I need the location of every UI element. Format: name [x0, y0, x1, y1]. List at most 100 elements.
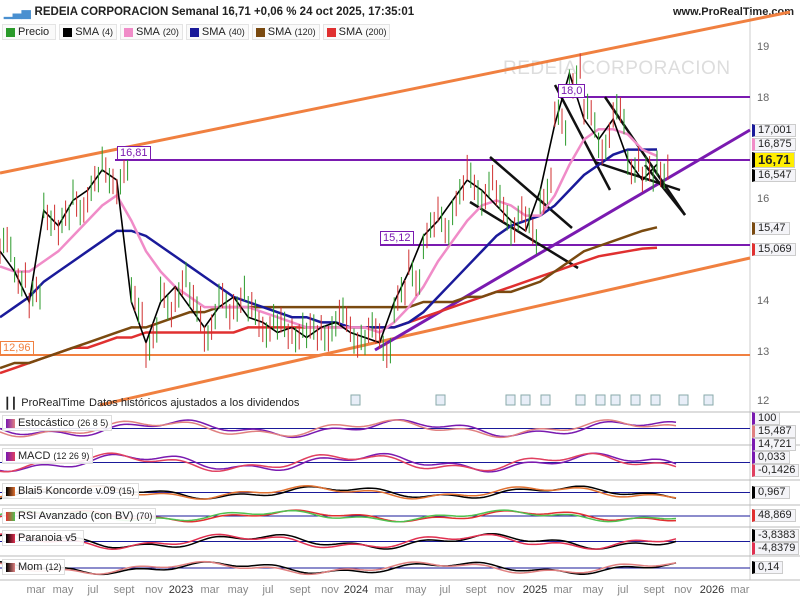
panel-color-icon	[6, 533, 15, 543]
panel-value: 15,487	[752, 425, 796, 438]
drawn-line[interactable]	[644, 164, 686, 216]
panel-label-3[interactable]: RSI Avanzado (con BV) (70)	[2, 508, 157, 524]
legend-param: (120)	[294, 27, 316, 37]
x-tick: 2025	[522, 584, 548, 596]
brand: ProRealTime	[21, 397, 86, 409]
panel-value: 14,721	[752, 438, 796, 451]
watermark: REDEIA CORPORACION	[503, 58, 731, 79]
legend-item[interactable]: Precio	[2, 24, 57, 40]
indicator-line	[0, 419, 677, 439]
x-tick: may	[582, 584, 604, 596]
indicator-line	[0, 452, 677, 473]
legend-item[interactable]: SMA (4)	[59, 24, 118, 40]
drawn-line[interactable]	[594, 160, 681, 192]
panel-param: (26 8 5)	[77, 418, 109, 428]
panel-param: (12)	[45, 562, 62, 572]
x-tick: sept	[643, 584, 665, 596]
panel-color-icon	[6, 486, 15, 496]
panel-value: 48,869	[752, 509, 796, 522]
price-tick: 12	[757, 395, 770, 407]
event-icon[interactable]	[350, 394, 361, 406]
x-tick: nov	[674, 584, 692, 596]
legend-label: SMA	[267, 26, 292, 38]
x-tick: mar	[553, 584, 573, 596]
indicator-line	[0, 419, 677, 439]
panel-color-icon	[6, 562, 15, 572]
x-tick: nov	[321, 584, 339, 596]
event-icon[interactable]	[678, 394, 689, 406]
panel-value: 0,033	[752, 451, 790, 464]
chart-title: ▁▃▅ REDEIA CORPORACION Semanal 16,71 +0,0…	[4, 5, 414, 19]
panel-name: RSI Avanzado (con BV)	[18, 510, 134, 522]
color-swatch	[255, 27, 265, 37]
drawn-line[interactable]	[553, 84, 612, 191]
event-icon[interactable]	[435, 394, 446, 406]
drawn-line[interactable]	[489, 156, 573, 229]
event-icon[interactable]	[505, 394, 516, 406]
panel-value: -4,8379	[752, 542, 800, 555]
x-tick: nov	[145, 584, 163, 596]
x-tick: may	[52, 584, 74, 596]
site-link[interactable]: www.ProRealTime.com	[672, 6, 794, 18]
panel-name: Mom	[18, 561, 43, 573]
x-tick: nov	[497, 584, 515, 596]
price-tick: 13	[757, 345, 770, 358]
legend-label: SMA	[338, 26, 363, 38]
event-icon[interactable]	[520, 394, 531, 406]
panel-color-icon	[6, 418, 15, 428]
panel-param: (70)	[136, 511, 153, 521]
legend-label: SMA	[136, 26, 160, 38]
panel-color-icon	[6, 451, 15, 461]
purple-trend-line[interactable]	[374, 128, 751, 352]
x-tick: 2024	[343, 584, 369, 596]
price-label: 17,001	[752, 124, 796, 137]
event-icon[interactable]	[540, 394, 551, 406]
drawn-line[interactable]	[603, 96, 687, 216]
x-tick: mar	[26, 584, 46, 596]
legend-item[interactable]: SMA (200)	[322, 24, 391, 40]
x-tick: may	[227, 584, 249, 596]
drawn-line[interactable]	[469, 200, 579, 270]
panel-label-5[interactable]: Mom (12)	[2, 559, 66, 575]
event-icon[interactable]	[595, 394, 606, 406]
color-swatch	[326, 27, 336, 37]
dividend-note: Datos históricos ajustados a los dividen…	[89, 397, 300, 409]
panel-label-1[interactable]: MACD (12 26 9)	[2, 448, 94, 464]
legend-item[interactable]: SMA (120)	[251, 24, 320, 40]
indicator-line	[0, 532, 677, 550]
x-tick: jul	[87, 584, 99, 596]
candles-icon: ┃┃	[4, 398, 18, 410]
color-swatch	[63, 27, 73, 37]
legend-param: (20)	[162, 27, 179, 37]
event-icon[interactable]	[703, 394, 714, 406]
x-tick: sept	[289, 584, 311, 596]
panel-value: 0,967	[752, 486, 790, 499]
panel-value: -3,8383	[752, 529, 800, 542]
panel-label-2[interactable]: Blai5 Koncorde v.09 (15)	[2, 483, 139, 499]
event-icon[interactable]	[630, 394, 641, 406]
legend-label: SMA	[75, 26, 100, 38]
price-tick: 19	[757, 41, 770, 53]
legend-item[interactable]: SMA (40)	[185, 24, 249, 40]
footer-note: ┃┃ ProRealTime Datos históricos ajustados …	[4, 397, 299, 410]
panel-label-0[interactable]: Estocástico (26 8 5)	[2, 415, 113, 431]
x-tick: jul	[617, 584, 629, 596]
indicator-line	[0, 452, 677, 473]
legend-param: (4)	[102, 27, 114, 37]
x-tick: mar	[730, 584, 750, 596]
event-icon[interactable]	[610, 394, 621, 406]
title-text: REDEIA CORPORACION Semanal 16,71 +0,06 %…	[34, 6, 415, 18]
x-tick: 2023	[168, 584, 194, 596]
event-icon[interactable]	[575, 394, 586, 406]
lower-channel-line[interactable]	[99, 256, 751, 407]
panel-label-4[interactable]: Paranoia v5	[2, 530, 84, 546]
panel-value: 100	[752, 412, 781, 425]
panel-name: Blai5 Koncorde v.09	[18, 485, 116, 497]
series-sma-120-	[0, 226, 658, 370]
legend-item[interactable]: SMA (20)	[120, 24, 183, 40]
indicator-line	[0, 560, 677, 576]
event-icon[interactable]	[650, 394, 661, 406]
level-tag: 12,96	[0, 341, 34, 355]
panel-value: -0,1426	[752, 464, 800, 477]
